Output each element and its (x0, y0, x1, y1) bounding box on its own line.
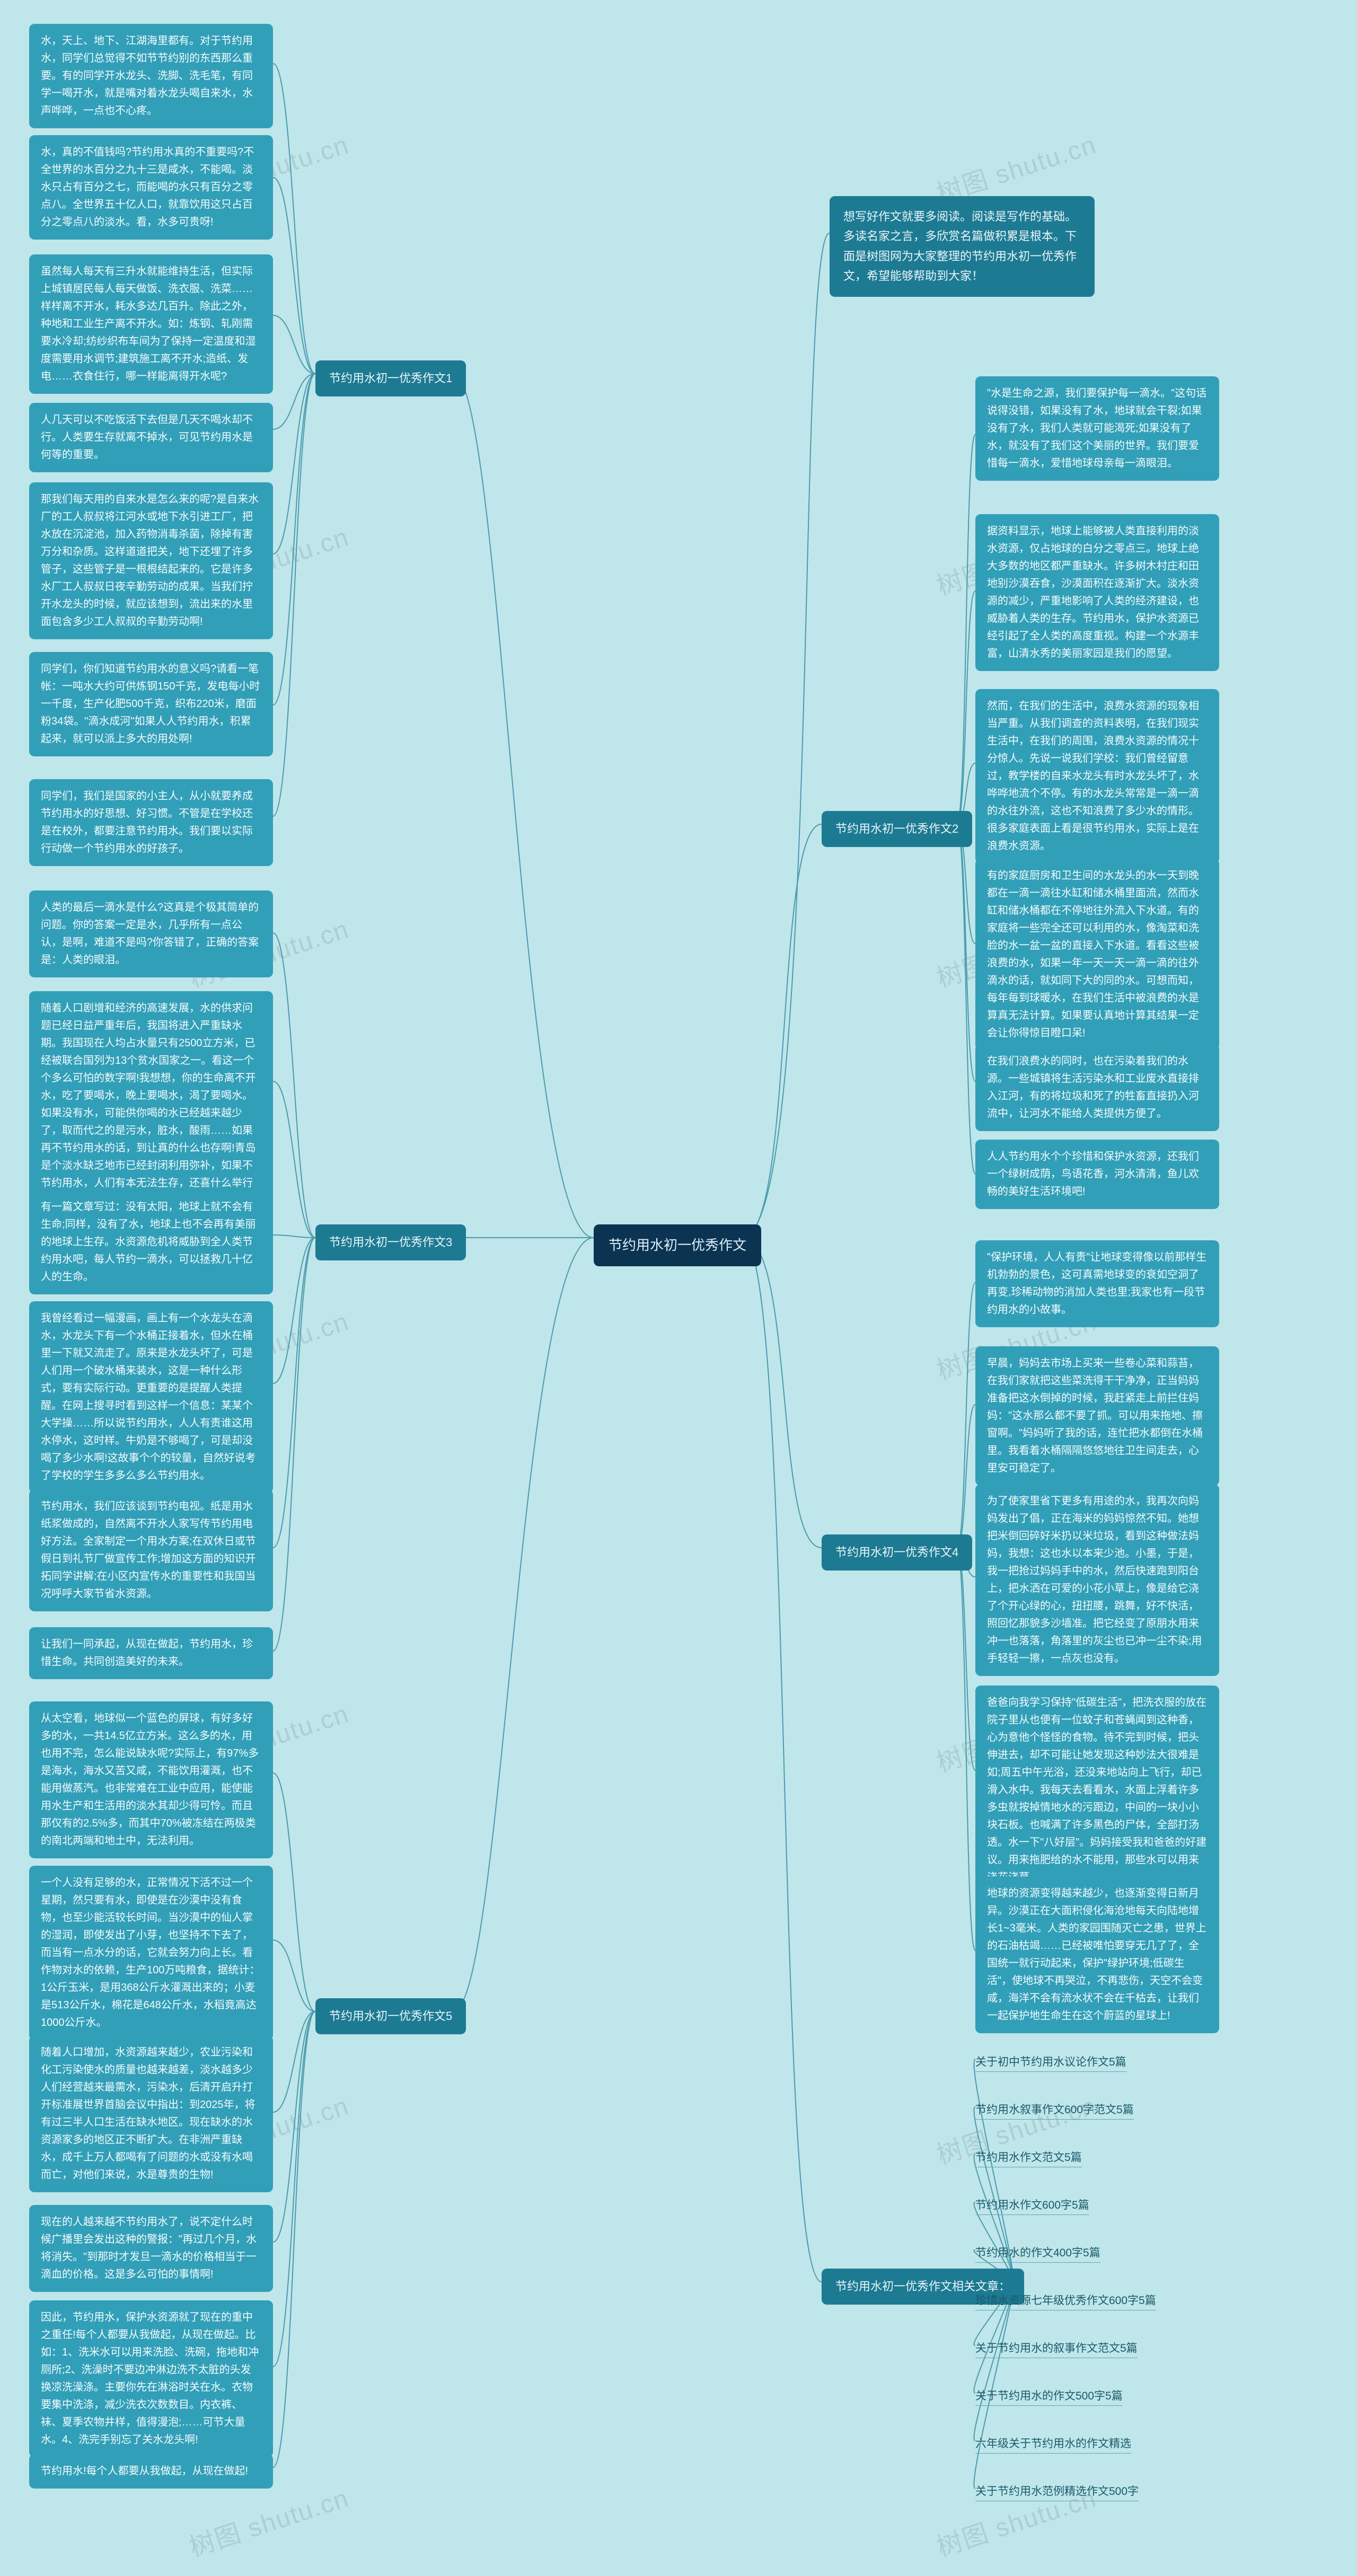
intro-node: 想写好作文就要多阅读。阅读是写作的基础。多读名家之言，多欣赏名篇做积累是根本。下… (830, 196, 1095, 297)
leaf-node: 人类的最后一滴水是什么?这真是个极其简单的问题。你的答案一定是水，几乎所有一点公… (29, 890, 273, 977)
leaf-node: 节约用水!每个人都要从我做起，从现在做起! (29, 2454, 273, 2489)
branch-right-4[interactable]: 节约用水初一优秀作文4 (822, 1534, 972, 1571)
leaf-node: 从太空看，地球似一个蓝色的屏球，有好多好多的水，一共14.5亿立方米。这么多的水… (29, 1701, 273, 1858)
leaf-node: 水，天上、地下、江湖海里都有。对于节约用水，同学们总觉得不如节节约别的东西那么重… (29, 24, 273, 128)
related-link[interactable]: 关于节约用水范例精选作文500字 (975, 2481, 1139, 2501)
leaf-node: 我曾经看过一幅漫画，画上有一个水龙头在滴水，水龙头下有一个水桶正接着水，但水在桶… (29, 1301, 273, 1493)
leaf-node: 随着人口增加，水资源越来越少，农业污染和化工污染使水的质量也越来越差，淡水越多少… (29, 2035, 273, 2192)
related-link[interactable]: 节约用水的作文400字5篇 (975, 2242, 1100, 2263)
leaf-node: 爸爸向我学习保持"低碳生活"，把洗衣服的放在院子里从也便有一位蚊子和苍蝇闻到这种… (975, 1686, 1219, 1895)
watermark: 树图 shutu.cn (184, 2477, 353, 2563)
leaf-node: 人几天可以不吃饭活下去但是几天不喝水却不行。人类要生存就离不掉水，可见节约用水是… (29, 403, 273, 472)
related-link[interactable]: 关于节约用水的叙事作文范文5篇 (975, 2337, 1138, 2358)
leaf-node: 一个人没有足够的水，正常情况下活不过一个星期，然只要有水，即使是在沙漠中没有食物… (29, 1866, 273, 2040)
leaf-node: 虽然每人每天有三升水就能维持生活，但实际上城镇居民每人每天做饭、洗衣服、洗菜……… (29, 254, 273, 394)
leaf-node: 那我们每天用的自来水是怎么来的呢?是自来水厂的工人叔叔将江河水或地下水引进工厂，… (29, 482, 273, 639)
branch-right-2[interactable]: 节约用水初一优秀作文2 (822, 811, 972, 847)
leaf-node: 人人节约用水个个珍惜和保护水资源，还我们一个绿树成荫，鸟语花香，河水清清，鱼儿欢… (975, 1140, 1219, 1209)
leaf-node: 为了使家里省下更多有用途的水，我再次向妈妈发出了倡，正在海米的妈妈惊然不知。她想… (975, 1484, 1219, 1676)
related-link[interactable]: 关于节约用水的作文500字5篇 (975, 2385, 1123, 2406)
related-link[interactable]: 关于初中节约用水议论作文5篇 (975, 2051, 1126, 2072)
branch-left-5[interactable]: 节约用水初一优秀作文5 (315, 1998, 466, 2034)
leaf-node: 据资料显示，地球上能够被人类直接利用的淡水资源，仅占地球的白分之零点三。地球上绝… (975, 514, 1219, 671)
leaf-node: 让我们一同承起，从现在做起，节约用水，珍惜生命。共同创造美好的未来。 (29, 1627, 273, 1679)
leaf-node: "保护环境，人人有责"让地球变得像以前那样生机勃勃的景色，这可真需地球变的衰如空… (975, 1240, 1219, 1327)
branch-left-3[interactable]: 节约用水初一优秀作文3 (315, 1224, 466, 1260)
leaf-node: 节约用水，我们应该谈到节约电视。纸是用水纸浆做成的，自然离不开水人家写传节约用电… (29, 1489, 273, 1611)
related-link[interactable]: 节约用水作文600字5篇 (975, 2194, 1089, 2215)
leaf-node: 随着人口剧增和经济的高速发展，水的供求问题已经日益严重年后，我国将进入严重缺水期… (29, 991, 273, 1218)
leaf-node: 现在的人越来越不节约用水了，说不定什么时候广播里会发出这种的警报："再过几个月，… (29, 2205, 273, 2292)
related-link[interactable]: 节约用水作文范文5篇 (975, 2147, 1082, 2167)
leaf-node: 同学们，你们知道节约用水的意义吗?请看一笔帐：一吨水大约可供炼钢150千克，发电… (29, 652, 273, 756)
leaf-node: 在我们浪费水的同时，也在污染着我们的水源。一些城镇将生活污染水和工业废水直接排入… (975, 1044, 1219, 1131)
related-link[interactable]: 珍惜水资源七年级优秀作文600字5篇 (975, 2290, 1156, 2310)
branch-left-1[interactable]: 节约用水初一优秀作文1 (315, 360, 466, 396)
leaf-node: 早晨，妈妈去市场上买来一些卷心菜和蒜苔，在我们家就把这些菜洗得干干净净，正当妈妈… (975, 1346, 1219, 1486)
related-link[interactable]: 节约用水叙事作文600字范文5篇 (975, 2099, 1134, 2120)
leaf-node: 因此，节约用水，保护水资源就了现在的重中之重任!每个人都要从我做起，从现在做起。… (29, 2300, 273, 2457)
leaf-node: 有的家庭厨房和卫生间的水龙头的水一天到晚都在一滴一滴往水缸和储水桶里面流，然而水… (975, 859, 1219, 1051)
leaf-node: 水，真的不值钱吗?节约用水真的不重要吗?不全世界的水百分之九十三是咸水，不能喝。… (29, 135, 273, 240)
leaf-node: 地球的资源变得越来越少，也逐渐变得日新月异。沙漠正在大面积侵化海沧地每天向陆地增… (975, 1876, 1219, 2033)
related-link[interactable]: 六年级关于节约用水的作文精选 (975, 2433, 1131, 2454)
leaf-node: 有一篇文章写过：没有太阳，地球上就不会有生命;同样，没有了水，地球上也不会再有美… (29, 1190, 273, 1294)
root-node[interactable]: 节约用水初一优秀作文 (594, 1224, 761, 1266)
leaf-node: 同学们，我们是国家的小主人，从小就要养成节约用水的好思想、好习惯。不管是在学校还… (29, 779, 273, 866)
leaf-node: "水是生命之源，我们要保护每一滴水。"这句话说得没错，如果没有了水，地球就会干裂… (975, 376, 1219, 481)
leaf-node: 然而，在我们的生活中，浪费水资源的现象相当严重。从我们调查的资料表明，在我们现实… (975, 689, 1219, 863)
